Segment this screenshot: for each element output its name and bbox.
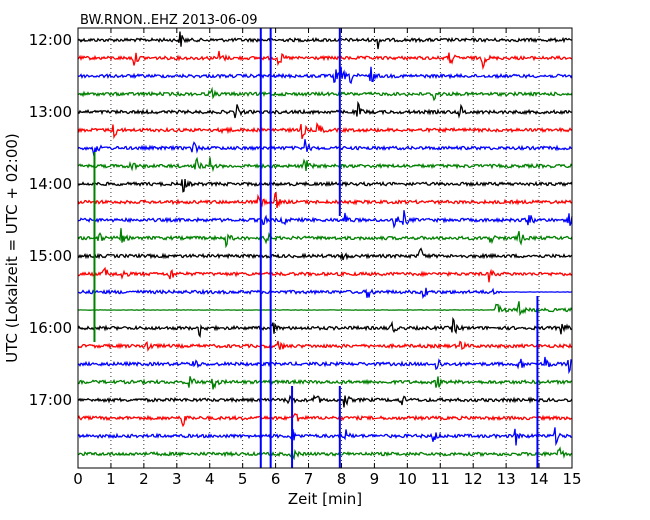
trace-1700 [77,394,573,408]
y-tick-label: 12:00 [29,31,72,49]
x-tick-label: 7 [304,470,314,488]
y-tick-label: 15:00 [29,247,72,265]
trace-1300 [77,100,573,119]
trace-1400 [77,179,573,193]
y-axis-label: UTC (Lokalzeit = UTC + 02:00) [3,133,21,363]
trace-1600 [77,316,573,338]
trace-1315 [77,122,573,140]
x-tick-label: 13 [497,470,516,488]
trace-1615 [77,340,573,352]
x-axis-label: Zeit [min] [288,490,362,508]
trace-1200 [77,31,573,50]
y-tick-label: 14:00 [29,175,72,193]
vertical-transients [93,28,539,468]
trace-1445 [77,228,573,249]
trace-1500 [77,247,573,261]
trace-1545 [77,301,573,317]
x-axis: 0 1 2 3 4 5 6 7 8 9 10 11 12 13 14 15 [73,28,582,488]
plot-frame [77,27,573,469]
x-tick-label: 2 [139,470,149,488]
trace-1745 [77,446,573,461]
y-tick-label: 13:00 [29,103,72,121]
x-tick-label: 1 [106,470,116,488]
x-tick-label: 15 [562,470,581,488]
x-tick-label: 5 [238,470,248,488]
y-tick-label: 16:00 [29,319,72,337]
x-tick-label: 10 [398,470,417,488]
trace-1730 [77,427,573,447]
x-tick-label: 4 [205,470,215,488]
trace-1430 [77,210,573,229]
x-tick-label: 9 [370,470,380,488]
x-tick-label: 6 [271,470,281,488]
x-tick-label: 8 [337,470,347,488]
trace-1345 [77,156,573,173]
x-tick-label: 0 [73,470,83,488]
trace-1215 [77,50,573,71]
trace-1230 [77,66,573,85]
grid-lines [110,28,540,468]
trace-1245 [77,86,573,102]
x-tick-label: 3 [172,470,182,488]
y-tick-label: 17:00 [29,391,72,409]
trace-1330 [77,139,572,157]
trace-1515 [77,266,573,283]
trace-1715 [77,412,573,428]
x-tick-label: 12 [464,470,483,488]
traces [77,31,573,461]
trace-1530 [77,287,573,300]
trace-1630 [77,356,573,375]
trace-1645 [77,376,573,390]
trace-1415 [77,191,573,209]
x-tick-label: 14 [530,470,549,488]
x-tick-label: 11 [431,470,450,488]
chart-title: BW.RNON..EHZ 2013-06-09 [80,13,258,28]
y-axis: 12:00 13:00 14:00 15:00 16:00 17:00 [29,31,83,409]
